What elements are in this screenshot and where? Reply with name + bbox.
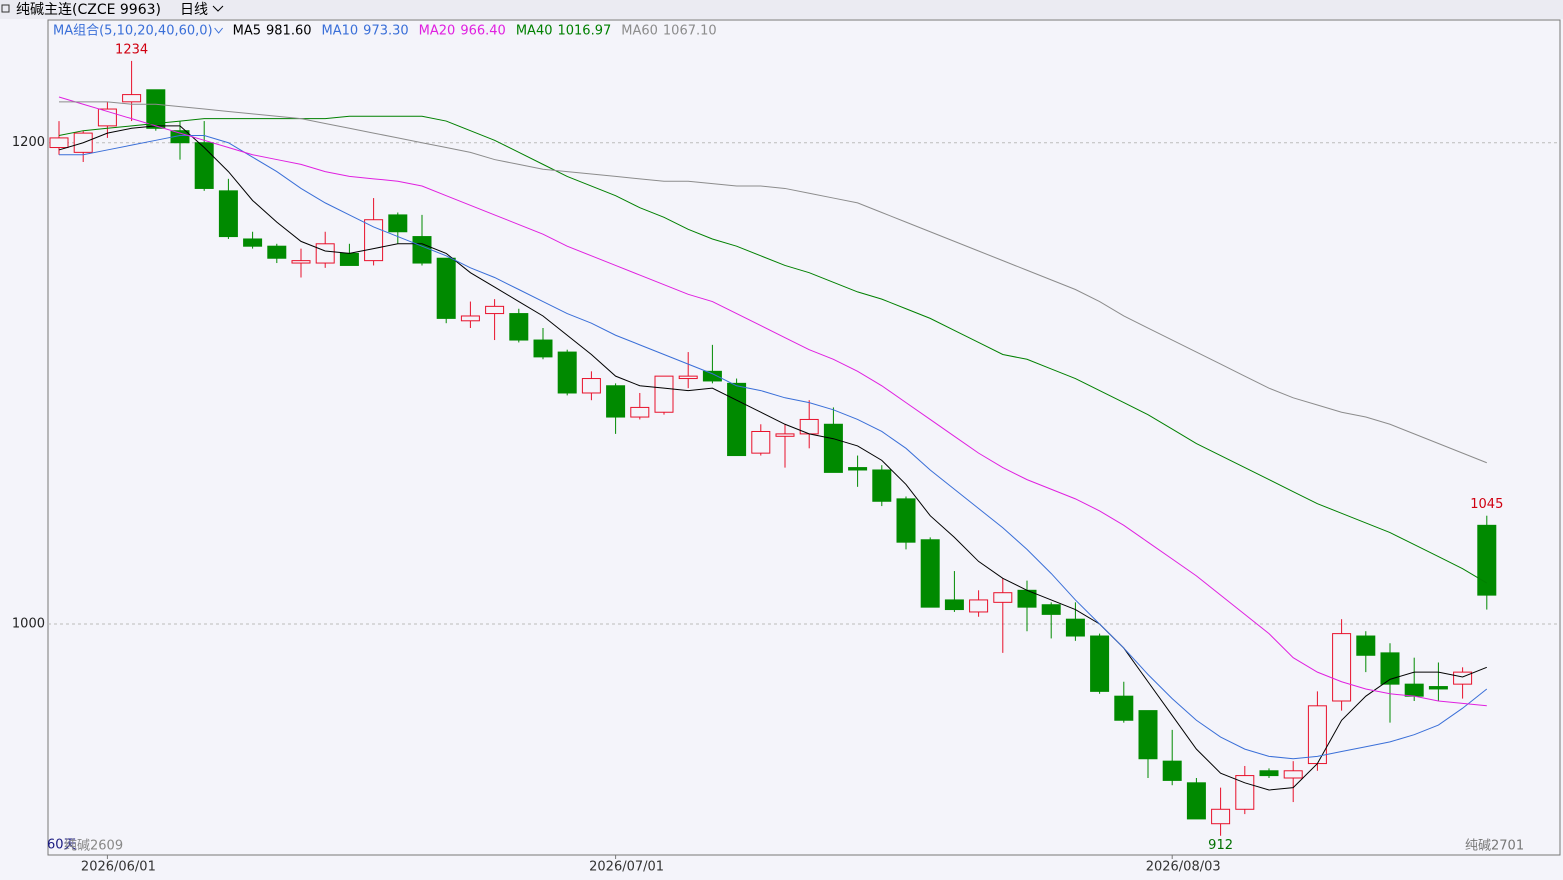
candle-body	[1404, 683, 1424, 697]
candle-body	[436, 257, 456, 319]
header-bar	[0, 0, 1563, 19]
candle-body	[1114, 695, 1134, 721]
candle-body	[509, 313, 529, 341]
candle-body	[944, 599, 964, 611]
ma-line	[59, 135, 1488, 760]
legend-value: 973.30	[363, 24, 409, 39]
candle-body	[1065, 618, 1085, 637]
candle-body	[1356, 635, 1376, 656]
candle-body	[1477, 524, 1497, 596]
legend-name: MA60	[621, 24, 658, 39]
candle-body	[218, 190, 238, 238]
high-label: 1234	[115, 42, 148, 57]
ma-line	[58, 96, 1487, 707]
candle-body	[412, 236, 432, 264]
candle-body	[1283, 770, 1303, 779]
candle-body	[557, 351, 577, 394]
candle-body	[896, 498, 916, 543]
y-tick-label: 1000	[12, 616, 45, 631]
candle-body	[702, 370, 722, 382]
candle-body	[654, 375, 674, 413]
candle-body	[485, 305, 505, 315]
candle-body	[872, 469, 892, 502]
x-tick-label: 2026/06/01	[81, 860, 156, 875]
candle-body	[364, 219, 384, 262]
contract-label: 纯碱2609	[64, 839, 123, 854]
candle-body	[848, 467, 868, 471]
plot-frame	[47, 19, 1561, 856]
candle-body	[533, 339, 553, 358]
candle-body	[1380, 652, 1400, 685]
legend-value: 1016.97	[557, 24, 611, 39]
ma-chevron	[214, 27, 224, 34]
range-label: 60天	[47, 838, 77, 853]
candle-body	[1428, 686, 1448, 690]
candle-body	[194, 142, 214, 189]
candle-body	[146, 89, 166, 129]
contract-label: 纯碱2701	[1465, 839, 1524, 854]
candle-body	[1259, 770, 1279, 777]
y-tick-label: 1200	[12, 135, 45, 150]
ma-line	[58, 125, 1487, 791]
candle-body	[727, 382, 747, 457]
candle-body	[1186, 782, 1206, 820]
candle-body	[920, 539, 940, 608]
ma-line	[59, 101, 1487, 464]
candle-body	[339, 252, 359, 266]
x-tick-label: 2026/07/01	[589, 860, 664, 875]
ma-group-label[interactable]: MA组合(5,10,20,40,60,0)	[53, 24, 213, 39]
chart-title: 纯碱主连(CZCE 9963)	[16, 2, 161, 18]
last-high-label: 1045	[1470, 497, 1503, 512]
candle-body	[388, 214, 408, 233]
candle-body	[315, 243, 335, 264]
legend-value: 966.40	[460, 24, 506, 39]
candle-body	[243, 238, 263, 247]
legend-name: MA40	[516, 24, 553, 39]
menu-icon[interactable]	[1, 4, 10, 13]
candle-body	[678, 375, 698, 380]
period-chevron[interactable]	[212, 5, 224, 12]
candle-body	[122, 94, 142, 103]
candle-body	[969, 599, 989, 613]
legend-name: MA10	[322, 24, 359, 39]
x-tick-label: 2026/08/03	[1146, 860, 1221, 875]
candle-body	[1332, 633, 1352, 702]
candle-body	[1211, 808, 1231, 825]
candle-body	[751, 430, 771, 454]
candle-body	[49, 137, 69, 149]
candle-body	[581, 378, 601, 394]
legend-name: MA20	[419, 24, 456, 39]
candle-body	[1138, 710, 1158, 760]
candle-body	[606, 385, 626, 418]
candle-body	[993, 592, 1013, 603]
candle-body	[267, 245, 287, 259]
candle-body	[1090, 635, 1110, 692]
candle-body	[460, 315, 480, 322]
legend-value: 1067.10	[663, 24, 717, 39]
candle-body	[1162, 760, 1182, 781]
candle-body	[775, 433, 795, 437]
legend-name: MA5	[233, 24, 261, 39]
period-selector[interactable]: 日线	[180, 2, 208, 18]
candle-body	[291, 260, 311, 264]
candle-body	[630, 406, 650, 418]
low-label: 912	[1208, 838, 1233, 853]
legend-value: 981.60	[266, 24, 312, 39]
candle-body	[170, 130, 190, 144]
candle-body	[823, 423, 843, 473]
candle-body	[1041, 604, 1061, 615]
